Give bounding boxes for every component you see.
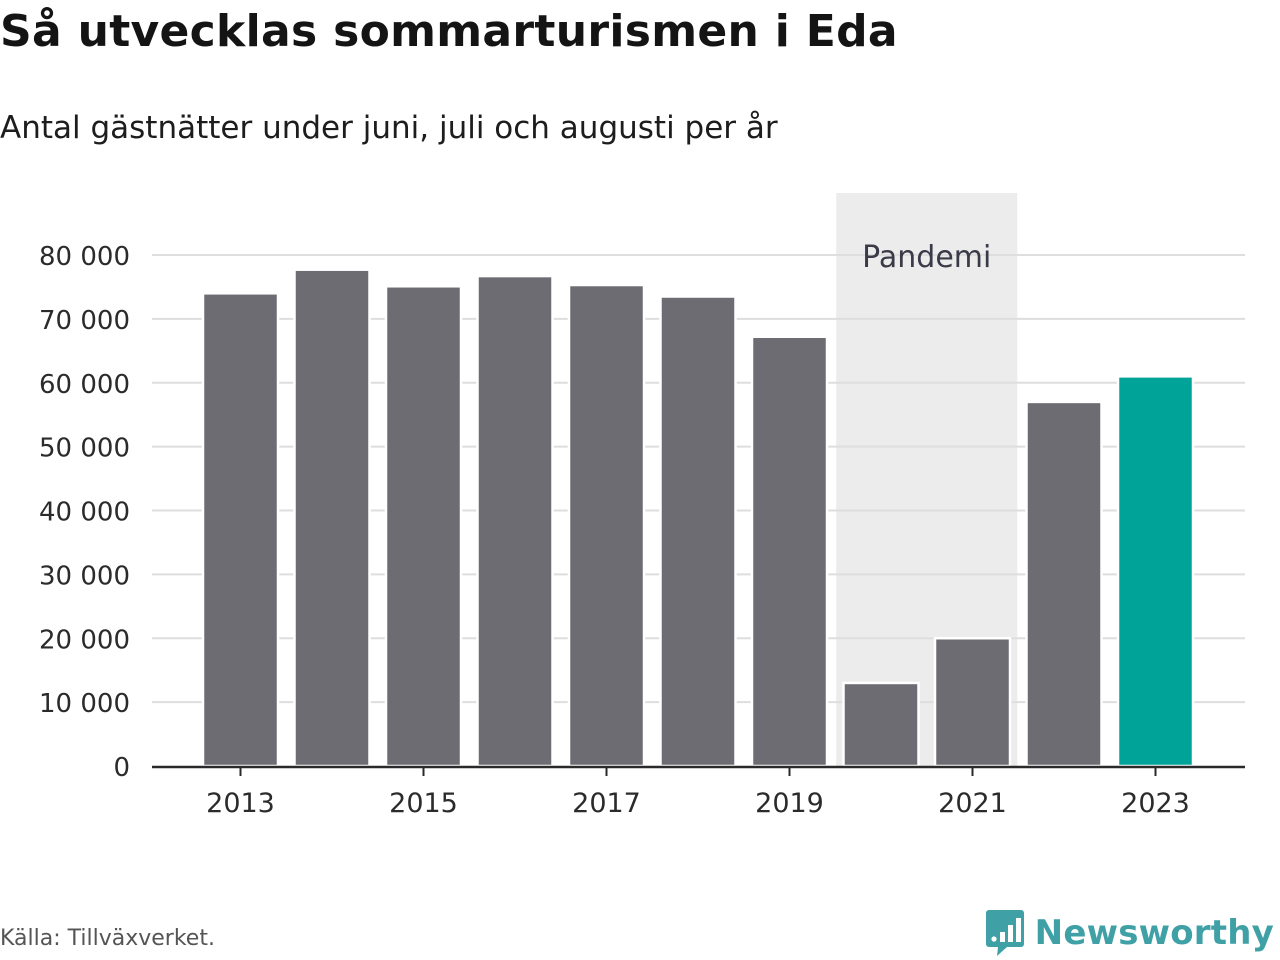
y-tick-label: 30 000	[39, 561, 130, 591]
y-tick-label: 10 000	[39, 689, 130, 719]
bar-2016	[476, 274, 554, 768]
brand-logo: Newsworthy	[985, 908, 1274, 958]
bar-2021	[933, 637, 1012, 768]
bar-2020	[842, 681, 920, 768]
bar-2015	[384, 285, 463, 768]
x-tick-label: 2017	[572, 788, 641, 819]
x-tick-label: 2013	[206, 788, 275, 819]
chart-subtitle: Antal gästnätter under juni, juli och au…	[0, 110, 778, 146]
y-tick-label: 50 000	[39, 434, 130, 464]
pandemic-label: Pandemi	[862, 240, 991, 275]
x-tick-label: 2023	[1121, 788, 1190, 819]
y-tick-label: 0	[113, 753, 130, 783]
brand-name: Newsworthy	[1034, 913, 1274, 953]
x-tick-label: 2019	[755, 788, 824, 819]
bar-2019	[750, 335, 829, 768]
bar-2013	[201, 292, 280, 768]
chart-title: Så utvecklas sommarturismen i Eda	[0, 6, 898, 57]
x-tick-label: 2021	[938, 788, 1007, 819]
bar-2022	[1025, 400, 1103, 768]
y-tick-label: 40 000	[39, 498, 130, 528]
source-note: Källa: Tillväxverket.	[0, 926, 215, 951]
bar-2023	[1116, 375, 1195, 768]
y-tick-label: 80 000	[39, 242, 130, 272]
y-tick-label: 20 000	[39, 625, 130, 655]
x-tick-label: 2015	[389, 788, 458, 819]
bar-chart: 0 10 000 20 000 30 000 40 000 50 000 60 000 70 …	[39, 193, 1245, 819]
newsworthy-logo-icon	[985, 910, 1024, 956]
bar-2018	[659, 295, 737, 768]
y-tick-label: 70 000	[39, 306, 130, 336]
bar-2014	[293, 268, 371, 768]
bar-2017	[567, 283, 646, 768]
y-tick-label: 60 000	[39, 370, 130, 400]
